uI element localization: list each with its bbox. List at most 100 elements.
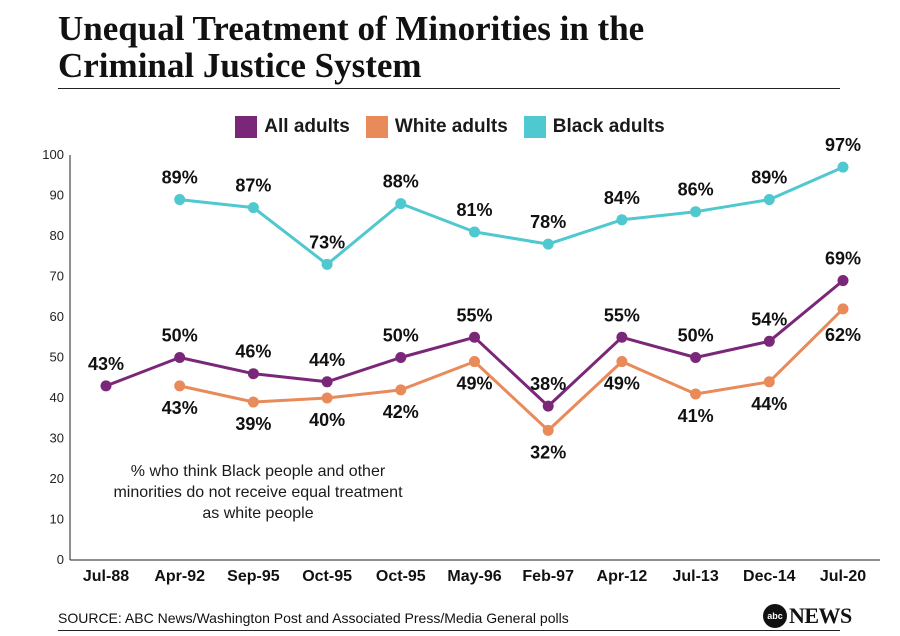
data-point-all-adults [542,400,554,412]
abc-news-logo: abc NEWS [763,603,852,629]
data-point-all-adults [690,352,702,363]
y-tick-label: 50 [50,350,64,365]
chart-annotation-line: as white people [202,505,313,522]
data-point-all-adults [247,368,259,380]
data-point-black-adults [616,214,628,226]
data-point-black-adults [321,258,333,270]
data-label-all-adults: 46% [235,342,271,362]
legend-item-all-adults: All adults [235,116,350,138]
data-point-white-adults [395,384,407,396]
y-tick-label: 30 [50,431,64,446]
data-label-black-adults: 89% [162,168,198,188]
x-tick-label: Oct-95 [302,568,352,585]
y-tick-label: 70 [50,269,64,284]
logo-wordmark: NEWS [789,603,852,628]
data-point-all-adults [395,352,407,363]
data-point-all-adults [837,275,849,287]
y-tick-label: 10 [50,512,64,527]
data-point-all-adults [763,335,775,347]
x-tick-label: Jul-13 [672,568,718,585]
title-line-1: Unequal Treatment of Minorities in the [58,9,645,48]
source-note: SOURCE: ABC News/Washington Post and Ass… [58,610,569,626]
x-tick-label: Apr-12 [597,568,648,585]
y-tick-label: 100 [42,147,64,162]
legend-item-white-adults: White adults [365,116,508,138]
data-point-white-adults [616,356,628,368]
data-label-black-adults: 78% [530,212,566,232]
data-label-all-adults: 50% [678,326,714,346]
data-label-all-adults: 55% [456,305,492,325]
data-point-white-adults [321,392,333,404]
data-point-white-adults [247,396,259,408]
data-point-black-adults [469,226,480,238]
legend-label-all-adults: All adults [264,116,350,137]
y-tick-label: 40 [50,390,64,405]
legend-item-black-adults: Black adults [523,116,665,138]
x-tick-label: Jul-20 [820,568,866,585]
data-label-all-adults: 54% [751,309,787,329]
y-tick-label: 80 [50,228,64,243]
data-label-black-adults: 88% [383,172,419,192]
title-divider [58,88,840,89]
data-point-black-adults [542,238,554,250]
data-label-all-adults: 50% [383,326,419,346]
data-point-white-adults [837,303,849,315]
data-label-black-adults: 97% [825,135,861,155]
data-label-all-adults: 69% [825,249,861,269]
x-tick-label: Dec-14 [743,568,796,585]
data-point-all-adults [174,352,186,363]
data-label-white-adults: 49% [604,374,640,394]
y-tick-label: 60 [50,309,64,324]
data-label-black-adults: 89% [751,168,787,188]
data-label-black-adults: 86% [678,180,714,200]
data-label-white-adults: 40% [309,410,345,430]
data-point-white-adults [763,376,775,388]
data-point-black-adults [837,161,849,173]
series-line-white-adults [179,307,845,432]
data-label-all-adults: 44% [309,350,345,370]
legend-swatch-white-adults [365,116,388,138]
legend-swatch-all-adults [235,116,258,138]
data-label-black-adults: 81% [456,200,492,220]
legend-label-black-adults: Black adults [552,116,665,137]
data-point-all-adults [321,376,333,388]
x-tick-label: Sep-95 [227,568,280,585]
legend: All adults White adults Black adults [0,116,900,138]
data-label-black-adults: 87% [235,176,271,196]
x-tick-label: Jul-88 [83,568,129,585]
abc-logo-icon: abc [763,604,787,628]
y-tick-label: 0 [57,552,64,567]
chart-annotation-line: minorities do not receive equal treatmen… [113,484,403,501]
series-line-black-adults [179,165,844,266]
data-label-white-adults: 62% [825,325,861,345]
data-point-all-adults [100,380,112,392]
data-label-all-adults: 38% [530,374,566,394]
data-label-white-adults: 43% [162,398,198,418]
y-tick-label: 90 [50,188,64,203]
data-point-all-adults [616,331,628,343]
data-point-white-adults [690,388,702,400]
line-chart: 0 10 20 30 40 50 60 70 80 90 100 Jul-88 Apr-92 Sep-95… [42,135,880,585]
title-line-2: Criminal Justice System [58,46,422,85]
data-label-all-adults: 55% [604,305,640,325]
data-label-black-adults: 73% [309,232,345,252]
data-label-all-adults: 50% [162,326,198,346]
data-label-white-adults: 49% [456,374,492,394]
data-label-black-adults: 84% [604,188,640,208]
legend-swatch-black-adults [523,116,546,138]
data-point-white-adults [469,356,480,368]
data-point-black-adults [690,206,702,218]
x-tick-label: Oct-95 [376,568,426,585]
chart-annotation-line: % who think Black people and other [131,463,386,480]
data-label-all-adults: 43% [88,354,124,374]
data-point-black-adults [174,194,186,206]
x-tick-label: Apr-92 [154,568,205,585]
data-point-black-adults [395,198,407,210]
y-tick-label: 20 [50,471,64,486]
bottom-divider [58,630,840,631]
data-label-white-adults: 39% [235,414,271,434]
data-point-white-adults [174,380,186,392]
x-tick-label: May-96 [447,568,501,585]
data-point-all-adults [469,331,480,343]
data-label-white-adults: 44% [751,394,787,414]
